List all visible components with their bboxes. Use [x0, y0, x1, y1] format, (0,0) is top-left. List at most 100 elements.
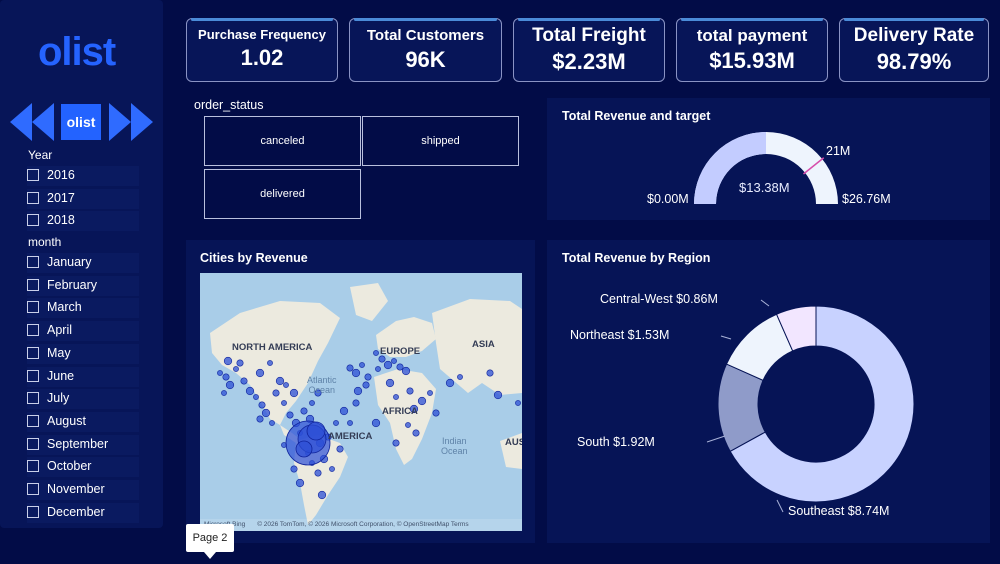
- checkbox[interactable]: [27, 256, 39, 268]
- city-bubble[interactable]: [362, 381, 370, 389]
- map-attribution-text[interactable]: © 2026 TomTom, © 2026 Microsoft Corporat…: [257, 521, 469, 528]
- slicer-option-march[interactable]: March: [27, 298, 139, 319]
- checkbox[interactable]: [27, 392, 39, 405]
- city-bubble[interactable]: [329, 466, 335, 472]
- city-bubble[interactable]: [409, 404, 419, 414]
- slicer-option-september[interactable]: September: [27, 434, 139, 455]
- city-bubble[interactable]: [427, 390, 433, 396]
- city-bubble[interactable]: [405, 422, 411, 428]
- city-bubble[interactable]: [283, 382, 289, 388]
- city-bubble[interactable]: [353, 386, 363, 396]
- city-bubble[interactable]: [359, 362, 365, 368]
- checkbox[interactable]: [27, 414, 39, 427]
- city-bubble[interactable]: [373, 350, 379, 356]
- city-bubble[interactable]: [309, 400, 315, 406]
- city-bubble[interactable]: [256, 415, 264, 423]
- slicer-option-august[interactable]: August: [27, 411, 139, 432]
- slicer-option-december[interactable]: December: [27, 502, 139, 523]
- cities-map[interactable]: NORTH AMERICA EUROPE ASIA AFRICA AMERICA…: [200, 273, 522, 531]
- city-bubble[interactable]: [221, 390, 227, 396]
- city-bubble[interactable]: [392, 439, 400, 447]
- city-bubble[interactable]: [378, 355, 386, 363]
- checkbox[interactable]: [27, 301, 39, 314]
- city-bubble[interactable]: [396, 363, 404, 371]
- city-bubble[interactable]: [375, 366, 381, 372]
- order-status-delivered[interactable]: delivered: [204, 169, 361, 219]
- city-bubble[interactable]: [383, 360, 393, 370]
- nav-logo-button[interactable]: olist: [61, 104, 101, 140]
- city-bubble[interactable]: [300, 407, 308, 415]
- city-bubble[interactable]: [412, 429, 420, 437]
- city-bubble[interactable]: [417, 396, 427, 406]
- city-bubble[interactable]: [281, 400, 287, 406]
- first-page-icon[interactable]: [10, 103, 32, 141]
- city-bubble[interactable]: [333, 420, 339, 426]
- checkbox[interactable]: [27, 346, 39, 359]
- slicer-option-november[interactable]: November: [27, 480, 139, 500]
- city-bubble[interactable]: [515, 400, 521, 406]
- city-bubble[interactable]: [347, 420, 353, 426]
- next-page-icon[interactable]: [109, 103, 131, 141]
- city-bubble[interactable]: [253, 394, 259, 400]
- city-bubble[interactable]: [236, 359, 244, 367]
- city-bubble[interactable]: [393, 394, 399, 400]
- city-bubble[interactable]: [336, 445, 344, 453]
- city-bubble[interactable]: [317, 490, 327, 500]
- gauge-fill[interactable]: [694, 132, 766, 204]
- slicer-option-2018[interactable]: 2018: [27, 211, 139, 232]
- city-bubble[interactable]: [295, 478, 305, 488]
- slicer-option-june[interactable]: June: [27, 366, 139, 387]
- city-bubble[interactable]: [255, 368, 265, 378]
- checkbox[interactable]: [27, 278, 39, 291]
- slice-central-west[interactable]: [775, 305, 817, 352]
- city-bubble[interactable]: [240, 377, 248, 385]
- city-bubble[interactable]: [391, 358, 397, 364]
- checkbox[interactable]: [27, 505, 39, 518]
- slicer-option-2017[interactable]: 2017: [27, 188, 139, 209]
- city-bubble[interactable]: [222, 373, 230, 381]
- last-page-icon[interactable]: [131, 103, 153, 141]
- slicer-option-february[interactable]: February: [27, 275, 139, 296]
- slicer-option-april[interactable]: April: [27, 321, 139, 342]
- city-bubble[interactable]: [314, 469, 322, 477]
- city-bubble[interactable]: [457, 374, 463, 380]
- slicer-option-january[interactable]: January: [27, 253, 139, 273]
- slicer-option-july[interactable]: July: [27, 389, 139, 410]
- checkbox[interactable]: [27, 169, 39, 181]
- city-bubble[interactable]: [233, 366, 239, 372]
- city-bubble[interactable]: [351, 368, 361, 378]
- city-bubble[interactable]: [445, 378, 455, 388]
- city-bubble[interactable]: [245, 386, 255, 396]
- city-bubble-large[interactable]: [306, 421, 326, 441]
- order-status-shipped[interactable]: shipped: [362, 116, 519, 166]
- checkbox[interactable]: [27, 460, 39, 473]
- checkbox[interactable]: [27, 369, 39, 382]
- city-bubble[interactable]: [267, 360, 273, 366]
- city-bubble[interactable]: [217, 370, 223, 376]
- city-bubble[interactable]: [352, 399, 360, 407]
- city-bubble[interactable]: [261, 408, 271, 418]
- city-bubble[interactable]: [286, 411, 294, 419]
- slicer-option-2016[interactable]: 2016: [27, 166, 139, 186]
- city-bubble[interactable]: [486, 369, 494, 377]
- city-bubble[interactable]: [269, 420, 275, 426]
- city-bubble[interactable]: [275, 376, 285, 386]
- checkbox[interactable]: [27, 483, 39, 495]
- previous-page-icon[interactable]: [32, 103, 54, 141]
- slicer-option-may[interactable]: May: [27, 343, 139, 364]
- city-bubble-large[interactable]: [295, 440, 313, 458]
- city-bubble[interactable]: [272, 389, 280, 397]
- city-bubble[interactable]: [223, 356, 233, 366]
- city-bubble[interactable]: [406, 387, 414, 395]
- checkbox[interactable]: [27, 214, 39, 227]
- city-bubble[interactable]: [339, 406, 349, 416]
- checkbox[interactable]: [27, 324, 39, 337]
- city-bubble[interactable]: [289, 388, 299, 398]
- city-bubble[interactable]: [371, 418, 381, 428]
- city-bubble[interactable]: [290, 465, 298, 473]
- city-bubble[interactable]: [364, 373, 372, 381]
- city-bubble[interactable]: [493, 390, 503, 400]
- city-bubble[interactable]: [401, 366, 411, 376]
- city-bubble[interactable]: [346, 364, 354, 372]
- city-bubble[interactable]: [258, 401, 266, 409]
